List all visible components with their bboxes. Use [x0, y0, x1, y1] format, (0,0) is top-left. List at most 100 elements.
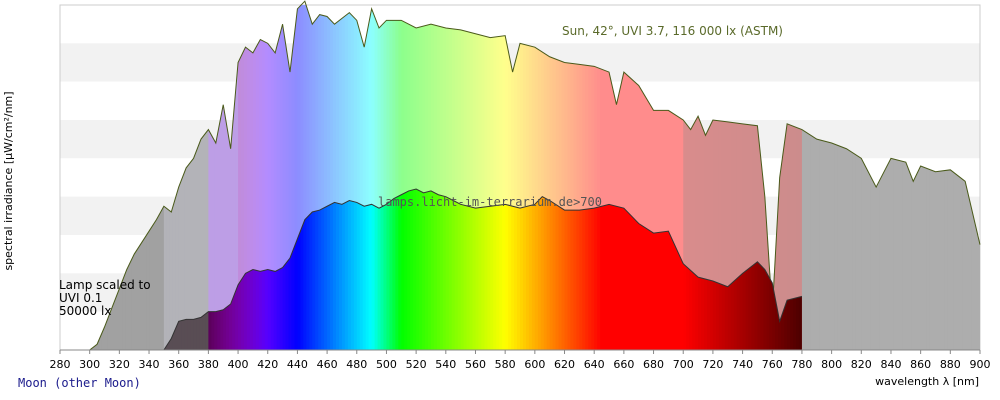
- lamp-color-strip: [344, 189, 349, 350]
- sun-color-strip: [312, 5, 316, 350]
- lamp-color-strip: [505, 189, 509, 350]
- sun-color-strip: [698, 5, 702, 350]
- x-tick-label: 300: [79, 358, 100, 371]
- sun-color-strip: [365, 5, 370, 350]
- lamp-color-strip: [576, 189, 580, 350]
- sun-color-strip: [537, 5, 542, 350]
- lamp-color-strip: [416, 189, 420, 350]
- sun-color-strip: [626, 5, 631, 350]
- lamp-color-strip: [422, 189, 426, 350]
- sun-color-strip: [534, 5, 539, 350]
- sun-color-strip: [288, 5, 293, 350]
- sun-color-strip: [193, 5, 198, 350]
- lamp-color-strip: [368, 189, 373, 350]
- lamp-color-strip: [487, 189, 491, 350]
- lamp-color-strip: [407, 189, 411, 350]
- lamp-color-strip: [389, 189, 393, 350]
- sun-color-strip: [252, 5, 257, 350]
- lamp-color-strip: [496, 189, 500, 350]
- sun-color-strip: [784, 5, 788, 350]
- sun-color-strip: [522, 5, 527, 350]
- sun-color-strip: [324, 5, 328, 350]
- sun-color-strip: [727, 5, 732, 350]
- sun-color-strip: [499, 5, 503, 350]
- lamp-color-strip: [365, 189, 370, 350]
- lamp-color-strip: [760, 189, 764, 350]
- x-tick-label: 840: [880, 358, 901, 371]
- sun-color-strip: [843, 5, 848, 350]
- sun-color-strip: [638, 5, 643, 350]
- sun-color-strip: [635, 5, 640, 350]
- sun-color-strip: [404, 5, 408, 350]
- sun-color-strip: [926, 5, 931, 350]
- lamp-color-strip: [520, 189, 524, 350]
- sun-color-strip: [525, 5, 530, 350]
- lamp-color-strip: [609, 189, 613, 350]
- sun-color-strip: [742, 5, 747, 350]
- lamp-color-strip: [629, 189, 634, 350]
- lamp-color-strip: [582, 189, 586, 350]
- sun-color-strip: [748, 5, 753, 350]
- sun-color-strip: [294, 5, 299, 350]
- lamp-color-strip: [656, 189, 661, 350]
- x-tick-label: 460: [317, 358, 338, 371]
- lamp-color-strip: [481, 189, 485, 350]
- sun-color-strip: [813, 5, 818, 350]
- lamp-color-strip: [457, 189, 462, 350]
- lamp-color-strip: [350, 189, 355, 350]
- x-tick-label: 860: [910, 358, 931, 371]
- sun-color-strip: [629, 5, 634, 350]
- x-tick-label: 520: [406, 358, 427, 371]
- sun-color-strip: [338, 5, 343, 350]
- lamp-color-strip: [341, 189, 346, 350]
- x-tick-label: 820: [851, 358, 872, 371]
- x-tick-label: 420: [257, 358, 278, 371]
- moon-link[interactable]: Moon (other Moon): [18, 376, 141, 390]
- sun-color-strip: [419, 5, 423, 350]
- x-tick-label: 800: [821, 358, 842, 371]
- lamp-color-strip: [517, 189, 521, 350]
- sun-color-strip: [330, 5, 334, 350]
- sun-color-strip: [211, 5, 215, 350]
- sun-color-strip: [671, 5, 675, 350]
- lamp-color-strip: [279, 189, 284, 350]
- sun-color-strip: [849, 5, 853, 350]
- lamp-color-strip: [475, 189, 480, 350]
- lamp-color-strip: [644, 189, 649, 350]
- sun-color-strip: [430, 5, 435, 350]
- sun-color-strip: [249, 5, 254, 350]
- sun-color-strip: [905, 5, 910, 350]
- sun-color-strip: [662, 5, 667, 350]
- lamp-color-strip: [757, 189, 761, 350]
- lamp-annotation-line1: Lamp scaled to: [59, 278, 151, 292]
- x-tick-label: 540: [435, 358, 456, 371]
- lamp-color-strip: [294, 189, 299, 350]
- x-axis-ticks: 280 300 320 340 360 380 400 420 440 460 480 500 520 5…: [50, 350, 991, 371]
- sun-color-strip: [184, 5, 189, 350]
- sun-color-strip: [546, 5, 551, 350]
- sun-color-strip: [475, 5, 480, 350]
- sun-color-strip: [258, 5, 263, 350]
- sun-color-strip: [508, 5, 512, 350]
- sun-color-strip: [683, 5, 687, 350]
- sun-color-strip: [810, 5, 815, 350]
- sun-color-strip: [796, 5, 800, 350]
- lamp-color-strip: [579, 189, 583, 350]
- y-axis-label: spectral irradiance [µW/cm²/nm]: [2, 91, 15, 270]
- x-tick-label: 720: [702, 358, 723, 371]
- sun-color-strip: [561, 5, 566, 350]
- x-tick-label: 880: [940, 358, 961, 371]
- sun-color-strip: [644, 5, 649, 350]
- sun-color-strip: [300, 5, 304, 350]
- lamp-color-strip: [285, 189, 290, 350]
- sun-color-strip: [840, 5, 845, 350]
- sun-color-strip: [582, 5, 586, 350]
- lamp-color-strip: [380, 189, 385, 350]
- sun-color-strip: [632, 5, 637, 350]
- sun-color-strip: [736, 5, 741, 350]
- lamp-color-strip: [528, 189, 533, 350]
- lamp-color-strip: [330, 189, 334, 350]
- lamp-color-strip: [561, 189, 566, 350]
- sun-color-strip: [718, 5, 723, 350]
- lamp-color-strip: [603, 189, 607, 350]
